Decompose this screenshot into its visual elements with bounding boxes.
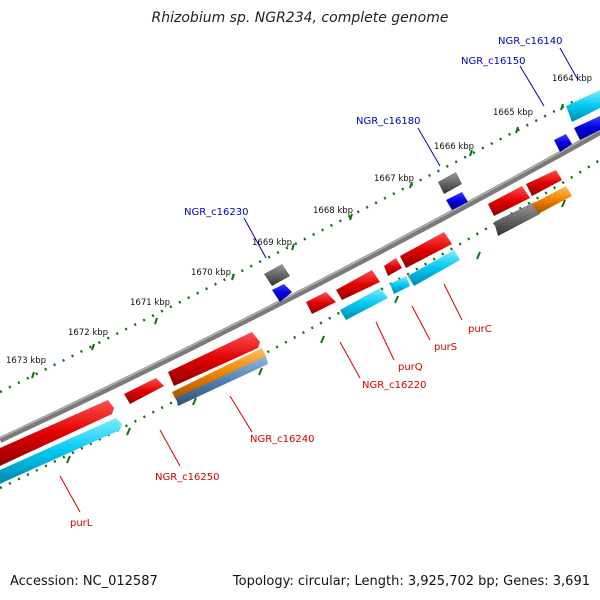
gene-label[interactable]: NGR_c16250	[155, 472, 220, 483]
kbp-ruler-major-ticks	[31, 103, 564, 379]
gene-NGR_c16250[interactable]	[124, 378, 164, 404]
gene-NGR_c16220[interactable]	[306, 288, 388, 320]
gene-purQ[interactable]	[336, 270, 380, 300]
gene-label[interactable]: NGR_c16240	[250, 434, 315, 445]
accession-text: Accession: NC_012587	[10, 574, 158, 589]
top-label-callouts	[243, 47, 579, 259]
kbp-ruler-labels: 1664 kbp 1665 kbp 1666 kbp 1667 kbp 1668…	[6, 74, 592, 366]
gene-NGR_c16180[interactable]	[438, 172, 468, 210]
gene-label[interactable]: purC	[468, 324, 492, 335]
gene-right-cluster[interactable]	[488, 170, 572, 236]
gene-label[interactable]: NGR_c16220	[362, 380, 427, 391]
gene-label[interactable]: purL	[70, 518, 93, 529]
gene-purS[interactable]	[384, 258, 410, 294]
bottom-gene-labels: purC purS purQ NGR_c16220 NGR_c16240 NGR…	[70, 324, 492, 529]
gene-label[interactable]: NGR_c16140	[498, 36, 563, 47]
genome-title: Rhizobium sp. NGR234, complete genome	[151, 10, 449, 26]
lower-ruler-ticks	[66, 199, 566, 464]
kbp-label: 1671 kbp	[130, 298, 170, 308]
genome-backbone	[0, 129, 600, 443]
gene-purC[interactable]	[400, 232, 460, 286]
genome-summary-text: Topology: circular; Length: 3,925,702 bp…	[232, 574, 590, 589]
kbp-label: 1670 kbp	[191, 268, 231, 278]
gene-label[interactable]: purS	[434, 342, 457, 353]
kbp-label: 1664 kbp	[552, 74, 592, 84]
kbp-label: 1666 kbp	[434, 142, 474, 152]
gene-purL-band[interactable]	[0, 400, 122, 484]
gene-NGR_c16150[interactable]	[554, 134, 572, 152]
kbp-ruler-line	[0, 96, 581, 394]
kbp-label: 1672 kbp	[68, 328, 108, 338]
kbp-label: 1669 kbp	[252, 238, 292, 248]
gene-label[interactable]: NGR_c16230	[184, 207, 249, 218]
kbp-label: 1665 kbp	[493, 108, 533, 118]
gene-label[interactable]: NGR_c16180	[356, 116, 421, 127]
kbp-label: 1668 kbp	[313, 206, 353, 216]
lower-ruler	[0, 158, 600, 490]
gene-label[interactable]: purQ	[398, 362, 423, 373]
top-gene-labels: NGR_c16140 NGR_c16150 NGR_c16180 NGR_c16…	[184, 36, 563, 218]
gene-NGR_c16230[interactable]	[264, 264, 292, 302]
kbp-ruler	[0, 96, 581, 394]
kbp-label: 1673 kbp	[6, 356, 46, 366]
gene-label[interactable]: NGR_c16150	[461, 56, 526, 67]
kbp-label: 1667 kbp	[374, 174, 414, 184]
gene-NGR_c16140[interactable]	[566, 90, 600, 140]
bottom-label-callouts	[59, 283, 463, 513]
gene-NGR_c16240[interactable]	[168, 332, 268, 406]
